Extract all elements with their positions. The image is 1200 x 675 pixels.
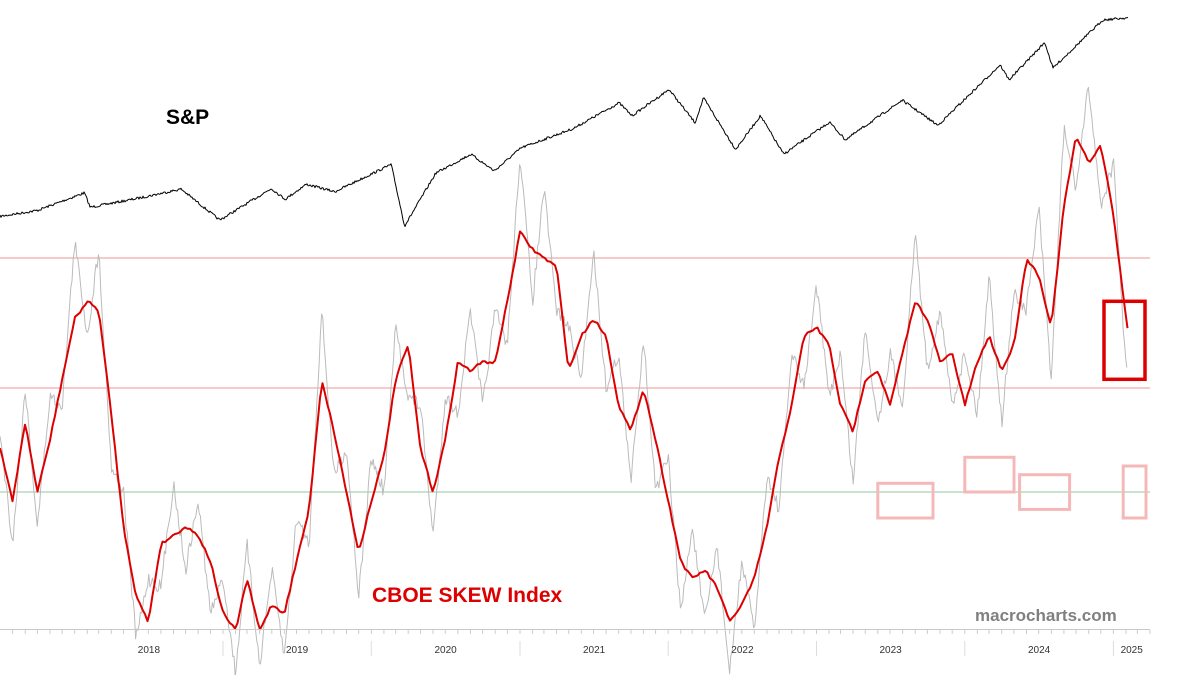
watermark: macrocharts.com [975, 606, 1117, 625]
skew-annotation: CBOE SKEW Index [372, 584, 563, 607]
highlight-box-4 [1121, 464, 1148, 520]
x-tick-label: 2020 [434, 645, 457, 656]
highlight-boxes [876, 299, 1148, 520]
spx-layer [0, 16, 1129, 227]
skew-raw-layer [0, 86, 1128, 675]
x-tick-label: 2022 [731, 645, 754, 656]
x-tick-label: 2023 [879, 645, 902, 656]
spx-annotation: S&P [166, 106, 210, 129]
x-tick-label: 2018 [138, 645, 161, 656]
highlight-box-3 [1018, 473, 1072, 511]
series-spx [0, 16, 1129, 227]
x-tick-label: 2024 [1028, 645, 1051, 656]
x-axis: 2018 2019 2020 2021 2022 2023 2024 2025 [0, 629, 1151, 656]
x-tick-label: 2019 [286, 645, 309, 656]
highlight-box-5 [1102, 299, 1147, 382]
highlight-box-1 [876, 481, 935, 520]
skew-smoothed-layer [0, 138, 1129, 631]
highlight-box-2 [963, 455, 1016, 494]
series-skew_smoothed [0, 138, 1129, 631]
x-tick-label: 2025 [1121, 645, 1144, 656]
reference-bands [0, 257, 1150, 493]
series-skew_raw [0, 86, 1128, 675]
x-tick-label: 2021 [583, 645, 606, 656]
